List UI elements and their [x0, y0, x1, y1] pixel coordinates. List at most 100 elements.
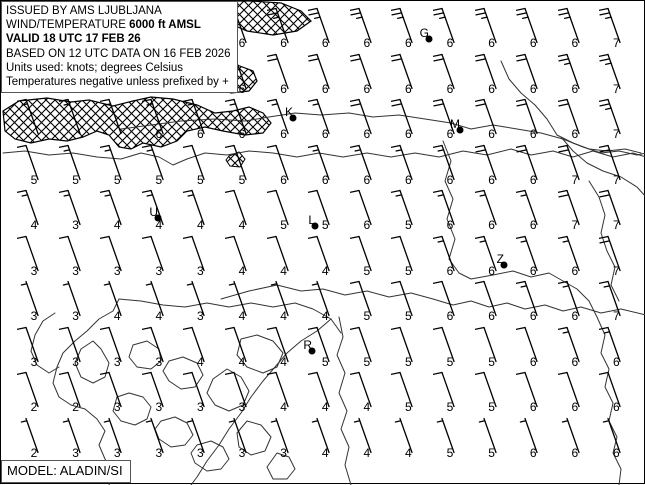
- temperature-value: 6: [446, 218, 454, 232]
- wind-barb: [515, 98, 550, 143]
- wind-barb: [57, 234, 93, 279]
- wind-barb: [99, 98, 134, 143]
- temperature-value: 6: [529, 445, 537, 460]
- city-label: Z: [496, 252, 504, 266]
- wind-barb: [348, 143, 384, 188]
- temperature-value: 6: [529, 354, 537, 369]
- wind-barb: [182, 325, 217, 370]
- temperature-value: 5: [238, 172, 246, 187]
- wind-barb: [350, 416, 384, 461]
- temperature-value: 6: [446, 127, 454, 141]
- temperature-value: 6: [529, 172, 537, 187]
- wind-barb: [390, 98, 425, 143]
- wind-barb: [473, 371, 509, 416]
- temperature-value: 6: [613, 354, 620, 369]
- wind-barb: [431, 7, 467, 52]
- wind-barb: [223, 189, 259, 234]
- wind-barb: [15, 98, 51, 143]
- wind-barb: [598, 98, 633, 143]
- info-product-label: WIND/TEMPERATURE: [6, 19, 130, 32]
- temperature-value: 4: [238, 354, 246, 369]
- temperature-value: 6: [155, 127, 163, 141]
- wind-barb: [57, 189, 93, 234]
- model-label: MODEL: ALADIN/SI: [7, 463, 123, 478]
- temperature-value: 4: [113, 218, 121, 232]
- city-dot-icon: [311, 222, 319, 230]
- temperature-value: 3: [72, 263, 79, 278]
- wind-barb: [348, 98, 384, 143]
- wind-barb: [431, 98, 467, 143]
- wind-barb: [265, 7, 301, 52]
- lake-hatched-north: [2, 96, 272, 150]
- temperature-value: 4: [197, 218, 204, 232]
- wind-barb: [223, 325, 259, 370]
- wind-barb: [57, 98, 93, 143]
- wind-barb: [100, 280, 134, 325]
- temperature-value: 4: [321, 445, 329, 460]
- temperature-value: 7: [613, 127, 620, 141]
- wind-barb: [556, 234, 592, 279]
- wind-barb: [558, 416, 592, 461]
- temperature-value: 6: [488, 36, 495, 50]
- wind-barb: [182, 234, 217, 279]
- wind-barb: [598, 143, 633, 188]
- temperature-value: 3: [197, 400, 204, 414]
- temperature-value: 4: [280, 400, 287, 414]
- wind-barb: [225, 280, 259, 325]
- temperature-value: 5: [155, 172, 163, 187]
- wind-barb: [225, 416, 259, 461]
- wind-barb: [431, 234, 467, 279]
- temperature-value: 7: [571, 172, 579, 187]
- temperature-value: 6: [280, 36, 287, 50]
- temperature-value: 7: [613, 263, 620, 278]
- wind-barb: [431, 189, 467, 234]
- wind-barb: [265, 371, 301, 416]
- wind-barb: [99, 143, 134, 188]
- temperature-value: 6: [197, 127, 204, 141]
- wind-barb: [473, 98, 509, 143]
- wind-barb: [223, 371, 259, 416]
- temperature-value: 6: [405, 81, 412, 96]
- wind-barb: [515, 325, 550, 370]
- temperature-value: 3: [155, 263, 163, 278]
- wind-barb: [556, 325, 592, 370]
- temperature-value: 6: [613, 400, 620, 414]
- wind-barb: [57, 143, 93, 188]
- temperature-value: 4: [238, 309, 246, 323]
- wind-barb: [515, 189, 550, 234]
- temperature-value: 3: [72, 218, 79, 232]
- wind-barb: [390, 189, 425, 234]
- temperature-value: 6: [571, 127, 579, 141]
- temperature-value: 6: [488, 263, 495, 278]
- temperature-value: 4: [363, 400, 371, 414]
- temperature-value: 4: [280, 263, 287, 278]
- temperature-value: 5: [363, 263, 371, 278]
- wind-barb: [140, 325, 176, 370]
- wind-barb: [307, 325, 342, 370]
- temperature-value: 6: [529, 81, 537, 96]
- wind-barb: [515, 234, 550, 279]
- wind-barb: [473, 7, 509, 52]
- wind-barb: [391, 416, 425, 461]
- city-label: U: [149, 205, 158, 219]
- temperature-value: 6: [571, 400, 579, 414]
- wind-barb: [598, 52, 633, 97]
- temperature-value: 4: [155, 218, 163, 232]
- temperature-value: 6: [571, 354, 579, 369]
- wind-barb: [598, 371, 633, 416]
- wind-barb: [307, 98, 342, 143]
- temperature-value: 5: [446, 354, 454, 369]
- wind-barb: [182, 143, 217, 188]
- wind-barb: [390, 234, 425, 279]
- temperature-value: 6: [529, 263, 537, 278]
- wind-barb: [390, 371, 425, 416]
- info-line-valid: VALID 18 UTC 17 FEB 26: [6, 33, 141, 46]
- temperature-value: 4: [113, 309, 121, 323]
- temperature-value: 3: [30, 354, 38, 369]
- temperature-value: 5: [488, 400, 495, 414]
- wind-barb: [183, 416, 217, 461]
- wind-barb: [433, 416, 467, 461]
- wind-barb: [431, 280, 467, 325]
- temperature-value: 6: [529, 309, 537, 323]
- temperature-value: 6: [613, 445, 620, 460]
